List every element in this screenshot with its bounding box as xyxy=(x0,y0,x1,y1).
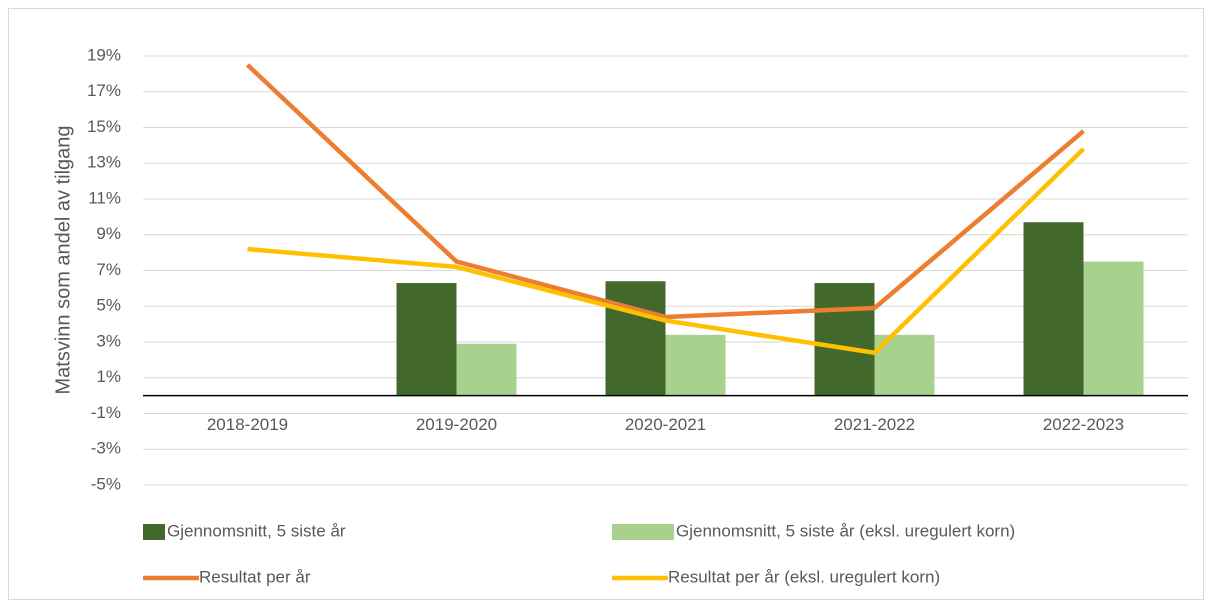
y-tick-label: 5% xyxy=(96,296,121,315)
y-tick-label: 13% xyxy=(87,153,121,172)
legend-label: Resultat per år xyxy=(199,567,311,586)
legend-label: Resultat per år (eksl. uregulert korn) xyxy=(668,567,940,586)
x-tick-label: 2021-2022 xyxy=(834,415,915,434)
y-tick-label: -1% xyxy=(91,403,121,422)
x-tick-label: 2022-2023 xyxy=(1043,415,1124,434)
legend-label: Gjennomsnitt, 5 siste år (eksl. ureguler… xyxy=(676,521,1015,540)
bar xyxy=(456,343,517,396)
x-tick-label: 2019-2020 xyxy=(416,415,497,434)
y-axis-label: Matsvinn som andel av tilgang xyxy=(52,125,74,394)
line xyxy=(245,63,1085,320)
y-tick-label: 1% xyxy=(96,367,121,386)
y-tick-label: 19% xyxy=(87,45,121,64)
y-tick-label: 3% xyxy=(96,331,121,350)
bar xyxy=(1023,222,1084,396)
y-tick-label: -3% xyxy=(91,439,121,458)
legend-swatch xyxy=(612,524,674,540)
bar xyxy=(814,283,875,396)
y-tick-label: 9% xyxy=(96,224,121,243)
y-tick-label: 7% xyxy=(96,260,121,279)
bar xyxy=(605,281,666,396)
y-tick-label: -5% xyxy=(91,474,121,493)
x-tick-label: 2020-2021 xyxy=(625,415,706,434)
legend-label: Gjennomsnitt, 5 siste år xyxy=(167,521,346,540)
bar xyxy=(1083,261,1144,396)
x-tick-label: 2018-2019 xyxy=(207,415,288,434)
bar xyxy=(665,334,726,396)
y-tick-label: 17% xyxy=(87,81,121,100)
legend-swatch xyxy=(143,524,165,540)
y-tick-label: 15% xyxy=(87,117,121,136)
line xyxy=(247,147,1086,355)
bar xyxy=(396,283,457,396)
y-tick-label: 11% xyxy=(88,188,121,207)
